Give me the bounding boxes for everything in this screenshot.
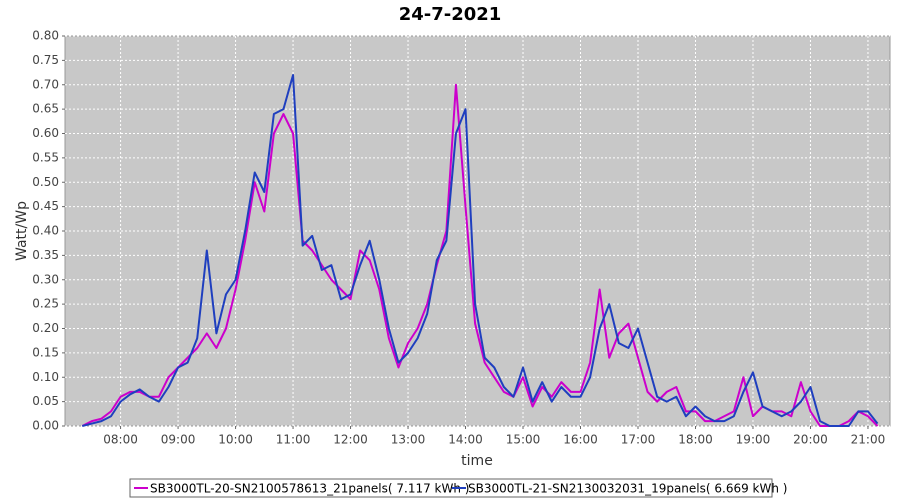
x-tick-label: 19:00 <box>736 433 771 447</box>
y-tick-label: 0.30 <box>32 272 59 286</box>
y-tick-label: 0.40 <box>32 224 59 238</box>
y-tick-label: 0.55 <box>32 150 59 164</box>
x-axis-label: time <box>461 453 493 469</box>
y-tick-label: 0.05 <box>32 394 59 408</box>
x-tick-label: 10:00 <box>218 433 253 447</box>
y-axis-label: Watt/Wp <box>14 201 30 261</box>
x-tick-label: 20:00 <box>793 433 828 447</box>
y-tick-label: 0.45 <box>32 199 59 213</box>
x-tick-label: 14:00 <box>448 433 483 447</box>
x-tick-label: 18:00 <box>678 433 713 447</box>
legend-label: SB3000TL-21-SN2130032031_19panels( 6.669… <box>468 482 787 496</box>
x-tick-label: 12:00 <box>333 433 368 447</box>
x-tick-label: 08:00 <box>103 433 138 447</box>
x-tick-label: 17:00 <box>621 433 656 447</box>
y-tick-label: 0.75 <box>32 53 59 67</box>
y-tick-label: 0.20 <box>32 321 59 335</box>
x-tick-label: 21:00 <box>851 433 886 447</box>
y-tick-label: 0.00 <box>32 419 59 433</box>
y-tick-label: 0.80 <box>32 29 59 43</box>
y-tick-label: 0.65 <box>32 102 59 116</box>
x-tick-label: 16:00 <box>563 433 598 447</box>
y-tick-label: 0.15 <box>32 345 59 359</box>
chart-title: 24-7-2021 <box>399 4 502 25</box>
y-tick-label: 0.60 <box>32 126 59 140</box>
x-tick-label: 11:00 <box>276 433 311 447</box>
series-line <box>82 74 879 427</box>
y-tick-label: 0.50 <box>32 175 59 189</box>
y-tick-label: 0.10 <box>32 370 59 384</box>
y-tick-label: 0.25 <box>32 297 59 311</box>
x-tick-label: 09:00 <box>161 433 196 447</box>
y-tick-label: 0.35 <box>32 248 59 262</box>
y-tick-label: 0.70 <box>32 77 59 91</box>
x-tick-label: 13:00 <box>391 433 426 447</box>
series-line <box>81 83 879 427</box>
legend <box>129 478 773 498</box>
legend-label: SB3000TL-20-SN2100578613_21panels( 7.117… <box>150 482 469 496</box>
x-tick-label: 15:00 <box>506 433 541 447</box>
